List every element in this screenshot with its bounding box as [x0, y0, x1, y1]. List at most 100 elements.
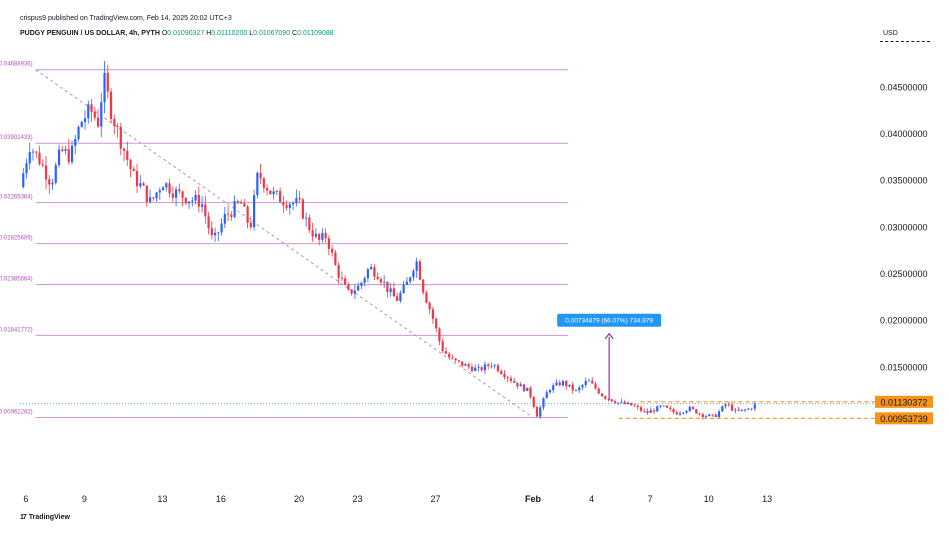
candle-body — [103, 72, 106, 103]
time-axis-tick: 20 — [294, 494, 304, 504]
candle-body — [444, 351, 448, 354]
price-tag-label: 0.01130372 — [881, 397, 928, 407]
candle-body — [262, 178, 265, 189]
candle-body — [506, 377, 509, 379]
candle-body — [360, 282, 363, 286]
candle-body — [148, 197, 152, 202]
candle-body — [526, 387, 529, 391]
time-axis-tick: 7 — [648, 494, 653, 504]
candle-body — [236, 201, 239, 203]
candle-body — [717, 411, 721, 418]
candle-body — [695, 409, 698, 414]
candle-body — [353, 290, 356, 294]
candle-body — [344, 278, 347, 285]
candle-body — [483, 364, 487, 371]
candle-body — [721, 406, 724, 412]
candle-body — [451, 357, 454, 359]
candle-body — [597, 388, 600, 394]
candle-body — [493, 365, 496, 367]
candle-body — [704, 416, 708, 417]
candle-body — [659, 405, 662, 407]
candle-body — [129, 159, 132, 170]
candle-body — [119, 126, 122, 149]
candle-body — [383, 281, 386, 283]
candle-body — [285, 205, 288, 208]
ohlc-low-label: L — [249, 30, 254, 37]
candle-body — [688, 406, 691, 411]
candle-body — [295, 198, 298, 203]
candle-body — [685, 410, 688, 413]
candle-body — [675, 412, 678, 415]
candle-body — [28, 152, 31, 164]
candle-body — [347, 284, 350, 290]
measure-label-box — [557, 313, 662, 327]
candle-body — [396, 296, 399, 301]
candle-body — [249, 222, 252, 228]
candle-body — [623, 401, 626, 404]
candle-body — [665, 405, 669, 408]
candle-body — [714, 414, 717, 418]
candle-body — [574, 390, 578, 392]
candle-body — [158, 190, 161, 193]
candle-body — [490, 366, 493, 367]
candle-body — [109, 91, 113, 120]
candle-body — [48, 179, 51, 185]
candle-body — [672, 409, 675, 413]
candle-body — [701, 413, 704, 417]
candle-body — [197, 194, 200, 207]
candle-body — [324, 232, 327, 239]
candle-body — [266, 188, 269, 191]
candle-body — [698, 413, 701, 415]
candle-body — [22, 173, 25, 188]
candle-body — [44, 165, 48, 180]
candle-body — [122, 148, 126, 151]
candle-body — [581, 385, 584, 388]
candle-body — [226, 213, 230, 215]
candle-body — [503, 373, 506, 378]
candle-body — [643, 410, 646, 412]
candle-body — [737, 409, 740, 411]
tradingview-logo[interactable]: 17 TradingView — [20, 514, 70, 521]
candle-body — [187, 201, 191, 204]
ohlc-open-value: 0.01090327 — [167, 30, 205, 37]
candle-body — [636, 406, 639, 408]
price-axis-tick: 0.02000000 — [880, 316, 928, 326]
candle-body — [256, 172, 259, 196]
fib-level-label: 23.60% (0.01841772) — [0, 327, 33, 333]
candle-body — [301, 199, 304, 219]
candle-body — [565, 381, 568, 387]
candle-body — [519, 384, 522, 387]
candle-body — [474, 367, 477, 371]
candle-body — [370, 267, 373, 270]
price-axis-tick: 0.03000000 — [880, 222, 928, 232]
candle-body — [500, 371, 503, 374]
price-axis-tick: 0.04500000 — [880, 82, 928, 92]
candle-body — [662, 405, 665, 407]
candle-body — [477, 367, 480, 369]
candle-body — [727, 404, 730, 406]
symbol-title: PUDGY PENGUIN / US DOLLAR, 4h, PYTH — [20, 30, 160, 37]
candle-body — [184, 197, 187, 204]
ohlc-high-label: H — [206, 30, 212, 37]
candle-body — [139, 183, 142, 187]
candle-body — [334, 252, 337, 266]
candle-body — [96, 117, 100, 127]
candle-body — [327, 238, 330, 249]
candle-body — [555, 382, 558, 386]
candle-body — [425, 292, 428, 303]
candle-body — [441, 341, 444, 352]
candle-body — [357, 285, 360, 291]
candle-body — [428, 302, 431, 310]
time-axis-tick: 10 — [704, 494, 714, 504]
candle-body — [457, 360, 461, 362]
candle-body — [646, 410, 649, 413]
time-axis-tick: Feb — [525, 494, 542, 504]
currency-label[interactable]: USD — [883, 30, 898, 37]
candle-body — [743, 409, 747, 411]
price-tag-box — [875, 395, 933, 408]
candle-body — [448, 353, 451, 358]
candle-body — [552, 385, 555, 391]
fib-trend-line — [35, 69, 534, 418]
candle-body — [532, 396, 535, 407]
